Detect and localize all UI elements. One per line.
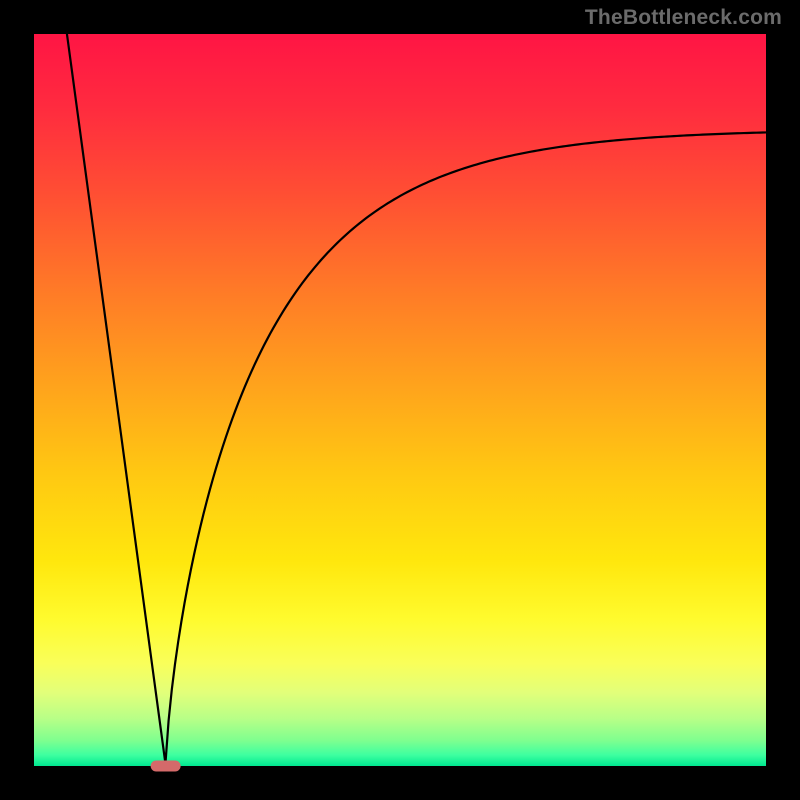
bottleneck-curve (67, 34, 766, 764)
plot-area (34, 34, 766, 766)
curve-layer (34, 34, 766, 766)
watermark-text: TheBottleneck.com (585, 6, 782, 30)
chart-container: TheBottleneck.com (0, 0, 800, 800)
minimum-marker (150, 761, 181, 772)
